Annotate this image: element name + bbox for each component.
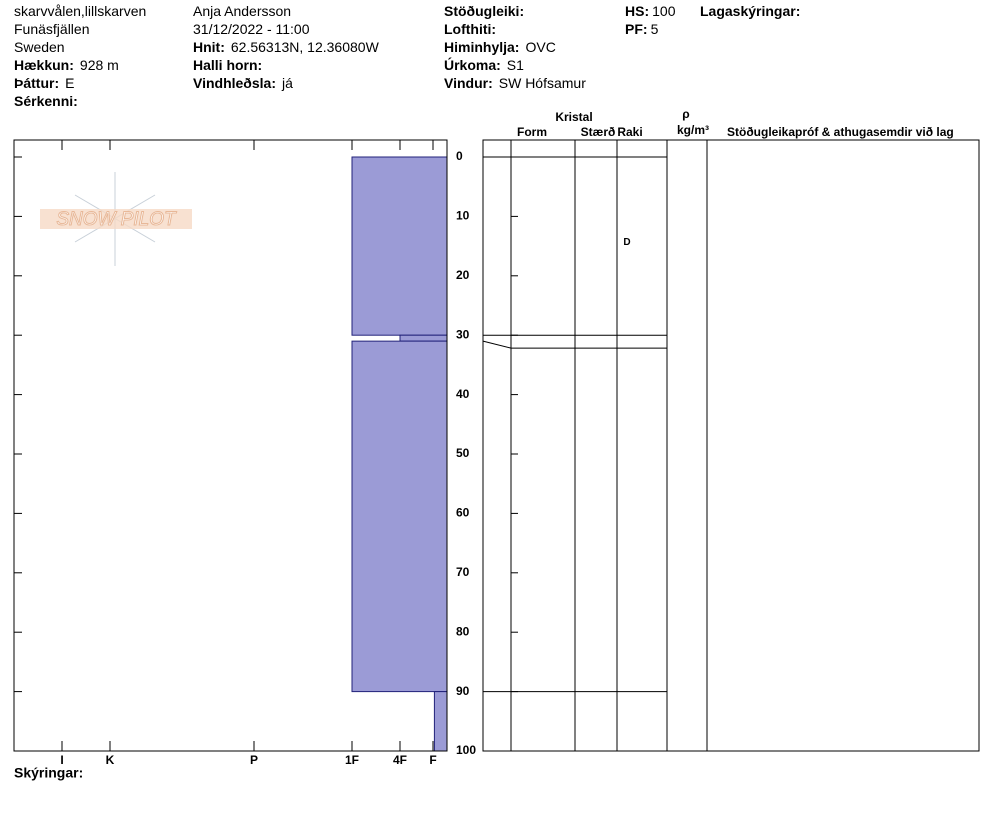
field-text: Funäsfjällen — [14, 21, 90, 37]
header-field: HS: 100 — [625, 3, 676, 19]
field-label: HS: — [625, 3, 649, 19]
group-header: Kristal — [555, 110, 592, 124]
header-field: skarvvålen,lillskarven — [14, 3, 146, 19]
header-field: Funäsfjällen — [14, 21, 90, 37]
header-field: Hækkun: 928 m — [14, 57, 119, 73]
footer: Skýringar: — [14, 765, 83, 781]
x-tick-label: 1F — [345, 753, 359, 767]
wetness: D — [623, 237, 630, 248]
header-field: Stöðugleiki: — [444, 3, 524, 19]
column-header: Raki — [617, 125, 642, 139]
header-field: Vindhleðsla: já — [193, 75, 293, 91]
header-field: PF: 5 — [625, 21, 659, 37]
field-label: Vindhleðsla: — [193, 75, 276, 91]
x-tick-label: K — [106, 753, 115, 767]
field-label: Stöðugleiki: — [444, 3, 524, 19]
layer-connector — [482, 340, 512, 349]
header-field: 31/12/2022 - 11:00 — [193, 21, 310, 37]
column-header: Stöðugleikapróf & athugasemdir við lag — [727, 125, 954, 139]
field-label: Himinhylja: — [444, 39, 519, 55]
header-field: Lofthiti: — [444, 21, 496, 37]
y-tick-label: 30 — [456, 327, 470, 341]
hardness-bar — [399, 334, 448, 342]
header-field: Sérkenni: — [14, 93, 78, 109]
field-text: Anja Andersson — [193, 3, 291, 19]
field-label: Hækkun: — [14, 57, 74, 73]
x-tick-label: P — [250, 753, 258, 767]
field-text: 31/12/2022 - 11:00 — [193, 21, 310, 37]
hardness-bar — [433, 691, 448, 752]
logo-band — [40, 209, 192, 229]
field-text: Sweden — [14, 39, 65, 55]
field-label: Lagaskýringar: — [700, 3, 800, 19]
field-label: Úrkoma: — [444, 56, 501, 73]
header-field: Sweden — [14, 39, 65, 55]
field-value: SW Hófsamur — [499, 75, 586, 91]
field-label: Halli horn: — [193, 57, 262, 73]
field-value: 62.56313N, 12.36080W — [231, 39, 380, 55]
field-value: 5 — [651, 21, 659, 37]
header-field: Lagaskýringar: — [700, 3, 800, 19]
hardness-frame — [13, 139, 448, 752]
field-label: Vindur: — [444, 75, 493, 91]
header-field: Þáttur: E — [14, 75, 74, 91]
field-text: skarvvålen,lillskarven — [14, 3, 146, 19]
field-label: Sérkenni: — [14, 93, 78, 109]
field-label: Lofthiti: — [444, 21, 496, 37]
column-header: ρ — [682, 107, 689, 121]
y-tick-label: 90 — [456, 684, 470, 698]
field-value: 928 m — [80, 57, 119, 73]
y-tick-label: 70 — [456, 565, 470, 579]
table-frame — [482, 139, 980, 752]
column-header: Stærð — [581, 125, 616, 139]
header-field: Himinhylja: OVC — [444, 39, 556, 55]
y-tick-label: 60 — [456, 506, 470, 520]
logo-text: SNOW PILOT — [56, 209, 177, 230]
field-label: Þáttur: — [14, 75, 59, 91]
field-value: S1 — [507, 57, 524, 73]
column-header: Form — [517, 125, 547, 139]
x-tick-label: F — [429, 753, 436, 767]
hardness-bar — [351, 340, 448, 693]
column-header: kg/m³ — [677, 123, 709, 137]
field-label: PF: — [625, 21, 648, 37]
header-field: Úrkoma: S1 — [444, 56, 524, 73]
header-field: Halli horn: — [193, 57, 262, 73]
y-tick-label: 0 — [456, 149, 463, 163]
x-tick-label: I — [60, 753, 63, 767]
y-tick-label: 20 — [456, 268, 470, 282]
y-tick-label: 80 — [456, 624, 470, 638]
field-value: OVC — [525, 39, 555, 55]
y-tick-label: 40 — [456, 387, 470, 401]
field-value: E — [65, 75, 74, 91]
x-tick-label: 4F — [393, 753, 407, 767]
y-tick-label: 100 — [456, 743, 476, 757]
field-value: já — [281, 75, 293, 91]
header-field: Vindur: SW Hófsamur — [444, 75, 586, 91]
header-field: Anja Andersson — [193, 3, 291, 19]
hardness-bar — [351, 156, 448, 336]
y-tick-label: 10 — [456, 209, 470, 223]
y-tick-label: 50 — [456, 446, 470, 460]
field-value: 100 — [652, 3, 676, 19]
header-field: Hnit: 62.56313N, 12.36080W — [193, 39, 380, 55]
field-label: Hnit: — [193, 39, 225, 55]
